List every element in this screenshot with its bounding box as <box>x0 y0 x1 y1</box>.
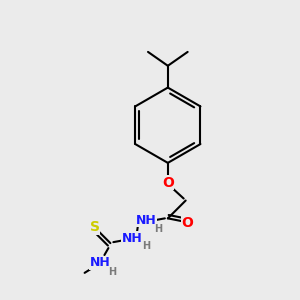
Text: H: H <box>142 241 150 251</box>
Text: NH: NH <box>90 256 111 269</box>
Text: NH: NH <box>136 214 156 227</box>
Text: O: O <box>182 216 194 230</box>
Text: O: O <box>162 176 174 190</box>
Text: S: S <box>89 220 100 234</box>
Text: NH: NH <box>122 232 142 245</box>
Text: H: H <box>108 267 116 277</box>
Text: H: H <box>154 224 162 234</box>
